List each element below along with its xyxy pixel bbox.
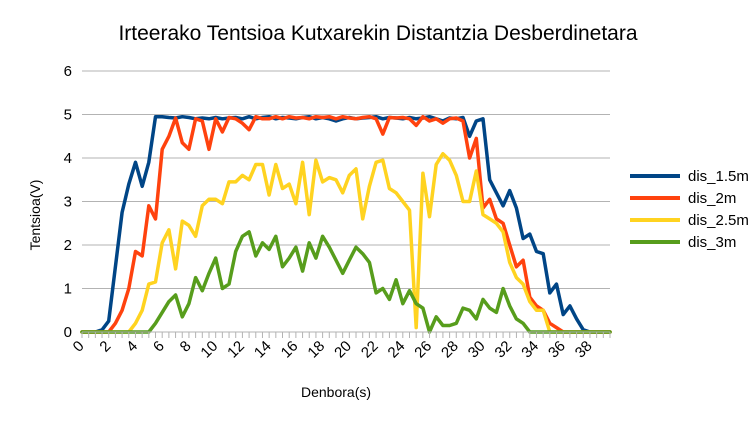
y-tick-labels: 0 1 2 3 4 5 6 <box>64 63 72 341</box>
y-tick-label: 2 <box>64 237 72 254</box>
y-tick-label: 5 <box>64 107 72 124</box>
x-tick-label: 12 <box>224 338 248 362</box>
axes <box>81 331 611 338</box>
x-tick-label: 24 <box>385 338 409 362</box>
legend-label: dis_2.5m <box>688 212 749 229</box>
y-tick-label: 3 <box>64 194 72 211</box>
x-tick-label: 8 <box>177 338 195 356</box>
legend-label: dis_3m <box>688 234 736 251</box>
x-tick-label: 4 <box>123 338 141 356</box>
series-line-1 <box>80 114 612 334</box>
x-tick-label: 22 <box>358 338 382 362</box>
y-tick-label: 6 <box>64 63 72 80</box>
x-tick-label: 38 <box>572 338 596 362</box>
x-tick-label: 36 <box>545 338 569 362</box>
x-tick-label: 30 <box>465 338 489 362</box>
series-line-3 <box>80 230 612 334</box>
x-tick-label: 18 <box>304 338 328 362</box>
x-tick-label: 6 <box>150 338 168 356</box>
x-tick-label: 14 <box>251 338 275 362</box>
series-layer <box>80 114 612 334</box>
x-tick-label: 10 <box>197 338 221 362</box>
y-tick-label: 1 <box>64 281 72 298</box>
legend-label: dis_1.5m <box>688 168 749 185</box>
x-tick-label: 28 <box>438 338 462 362</box>
x-tick-label: 26 <box>411 338 435 362</box>
legend-label: dis_2m <box>688 190 736 207</box>
x-tick-label: 32 <box>492 338 516 362</box>
y-axis-title: Tentsioa(V) <box>27 180 43 251</box>
legend: dis_1.5m dis_2m dis_2.5m dis_3m <box>630 168 749 251</box>
x-tick-label: 34 <box>518 338 542 362</box>
x-axis-title: Denbora(s) <box>301 384 371 400</box>
x-tick-label: 16 <box>278 338 302 362</box>
y-tick-label: 0 <box>64 324 72 341</box>
x-tick-label: 2 <box>96 338 114 356</box>
chart-title: Irteerako Tentsioa Kutxarekin Distantzia… <box>118 22 637 45</box>
x-tick-labels: 0 2 4 6 8 10 12 14 16 18 20 22 24 26 28 30 32 34 36 38 <box>70 338 596 362</box>
series-line-2 <box>80 151 612 334</box>
x-tick-label: 0 <box>70 338 88 356</box>
x-tick-label: 20 <box>331 338 355 362</box>
grid-lines <box>82 70 610 333</box>
y-tick-label: 4 <box>64 150 72 167</box>
